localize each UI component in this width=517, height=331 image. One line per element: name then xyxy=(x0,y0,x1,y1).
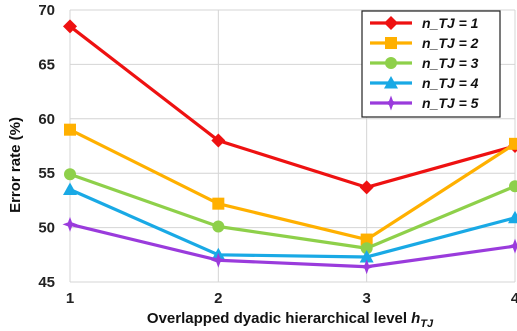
x-tick-label: 3 xyxy=(362,290,370,307)
series-group xyxy=(62,19,517,275)
x-axis-title-symbol: h xyxy=(411,310,420,327)
legend-item: n_TJ = 3 xyxy=(370,55,479,71)
legend-item: n_TJ = 2 xyxy=(370,35,479,51)
data-point xyxy=(359,259,375,275)
legend-marker xyxy=(385,57,397,69)
data-point xyxy=(507,238,517,254)
legend-marker xyxy=(383,95,399,111)
series-3 xyxy=(64,168,517,255)
y-axis-ticks: 45 50 55 60 65 70 xyxy=(38,2,55,291)
y-tick-label: 55 xyxy=(38,165,55,182)
legend-label: n_TJ = 1 xyxy=(422,15,479,31)
series-4 xyxy=(63,182,517,263)
series-line xyxy=(69,128,516,242)
data-point xyxy=(64,168,76,181)
x-axis-title: Overlapped dyadic hierarchical level hTJ xyxy=(147,310,434,330)
data-point xyxy=(210,252,226,268)
legend-label: n_TJ = 4 xyxy=(422,75,479,91)
legend-label: n_TJ = 3 xyxy=(422,55,479,71)
y-tick-label: 50 xyxy=(38,220,55,237)
series-line xyxy=(69,222,516,269)
series-2 xyxy=(64,123,517,246)
x-tick-label: 2 xyxy=(214,290,222,307)
data-point xyxy=(360,242,373,255)
y-tick-label: 60 xyxy=(38,111,55,128)
legend-item: n_TJ = 5 xyxy=(370,95,479,111)
legend-label: n_TJ = 5 xyxy=(422,95,479,111)
legend-marker xyxy=(385,37,397,49)
data-point xyxy=(359,180,374,195)
data-point xyxy=(509,180,517,193)
y-tick-label: 65 xyxy=(38,56,55,73)
y-axis-title: Error rate (%) xyxy=(7,117,24,213)
legend-marker xyxy=(384,16,398,30)
legend: n_TJ = 1 n_TJ = 2 n_TJ = 3 n_TJ = 4 n_TJ = 5 xyxy=(361,10,501,118)
legend-marker xyxy=(384,76,398,89)
x-tick-label: 1 xyxy=(66,290,74,307)
x-axis-ticks: 1 2 3 4 xyxy=(66,290,517,307)
series-5 xyxy=(62,216,517,275)
x-tick-label: 4 xyxy=(511,290,517,307)
y-tick-label: 70 xyxy=(38,2,55,19)
data-point xyxy=(64,123,76,136)
data-point xyxy=(508,210,517,224)
legend-item: n_TJ = 4 xyxy=(370,75,479,91)
x-axis-title-subscript: TJ xyxy=(420,318,434,330)
data-point xyxy=(359,249,374,263)
data-point xyxy=(509,137,517,150)
legend-label: n_TJ = 2 xyxy=(422,35,479,51)
data-point xyxy=(212,220,225,233)
data-point xyxy=(62,216,78,232)
data-point xyxy=(360,233,373,246)
data-point xyxy=(63,19,77,34)
y-tick-label: 45 xyxy=(38,274,55,291)
x-axis-title-text: Overlapped dyadic hierarchical level xyxy=(147,310,407,327)
series-line xyxy=(69,188,516,259)
data-point xyxy=(63,182,77,196)
data-point xyxy=(211,133,226,148)
data-point xyxy=(212,197,225,210)
series-line xyxy=(69,172,516,250)
legend-item: n_TJ = 1 xyxy=(370,15,479,31)
series-line xyxy=(69,25,516,189)
grid xyxy=(69,9,516,283)
